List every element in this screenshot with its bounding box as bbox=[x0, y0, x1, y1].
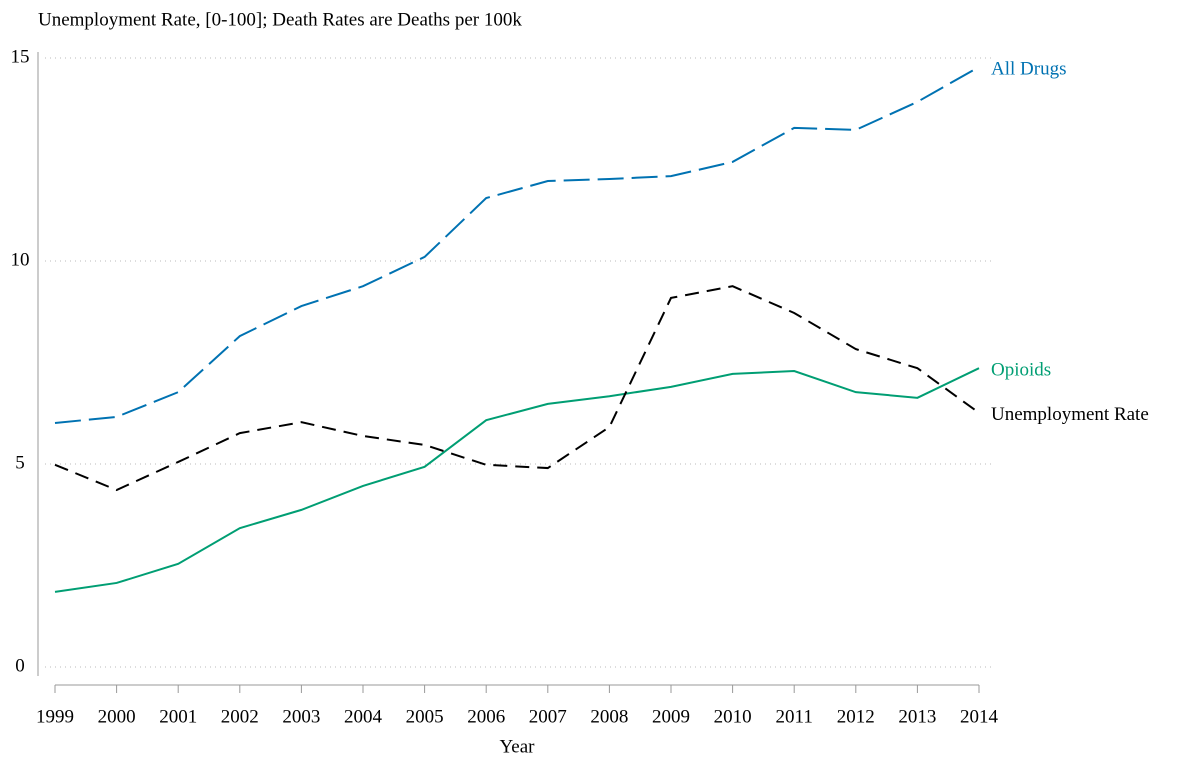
series-line bbox=[54, 367, 980, 593]
y-tick-label: 5 bbox=[15, 452, 25, 473]
x-tick-label: 2014 bbox=[960, 706, 999, 727]
x-tick-label: 2001 bbox=[159, 706, 197, 727]
x-tick-label: 2003 bbox=[282, 706, 320, 727]
x-tick-label: 2009 bbox=[652, 706, 690, 727]
x-tick-label: 2008 bbox=[590, 706, 628, 727]
x-tick-label: 2012 bbox=[837, 706, 875, 727]
series-line bbox=[54, 285, 980, 492]
series-label: All Drugs bbox=[991, 58, 1066, 79]
x-tick-label: 2011 bbox=[776, 706, 813, 727]
x-tick-label: 2006 bbox=[467, 706, 505, 727]
x-tick-label: 2010 bbox=[714, 706, 752, 727]
y-tick-label: 15 bbox=[11, 46, 30, 67]
y-tick-label: 0 bbox=[15, 655, 25, 676]
series-label: Unemployment Rate bbox=[991, 404, 1149, 425]
x-tick-label: 2000 bbox=[98, 706, 136, 727]
x-tick-label: 2004 bbox=[344, 706, 383, 727]
x-axis-title: Year bbox=[499, 736, 535, 757]
series-label: Opioids bbox=[991, 360, 1051, 381]
x-tick-label: 2007 bbox=[529, 706, 567, 727]
series-line bbox=[54, 66, 980, 424]
x-tick-label: 1999 bbox=[36, 706, 74, 727]
x-tick-label: 2013 bbox=[898, 706, 936, 727]
x-tick-label: 2005 bbox=[406, 706, 444, 727]
x-tick-label: 2002 bbox=[221, 706, 259, 727]
y-tick-label: 10 bbox=[11, 249, 30, 270]
y-axis-title: Unemployment Rate, [0-100]; Death Rates … bbox=[38, 9, 522, 30]
